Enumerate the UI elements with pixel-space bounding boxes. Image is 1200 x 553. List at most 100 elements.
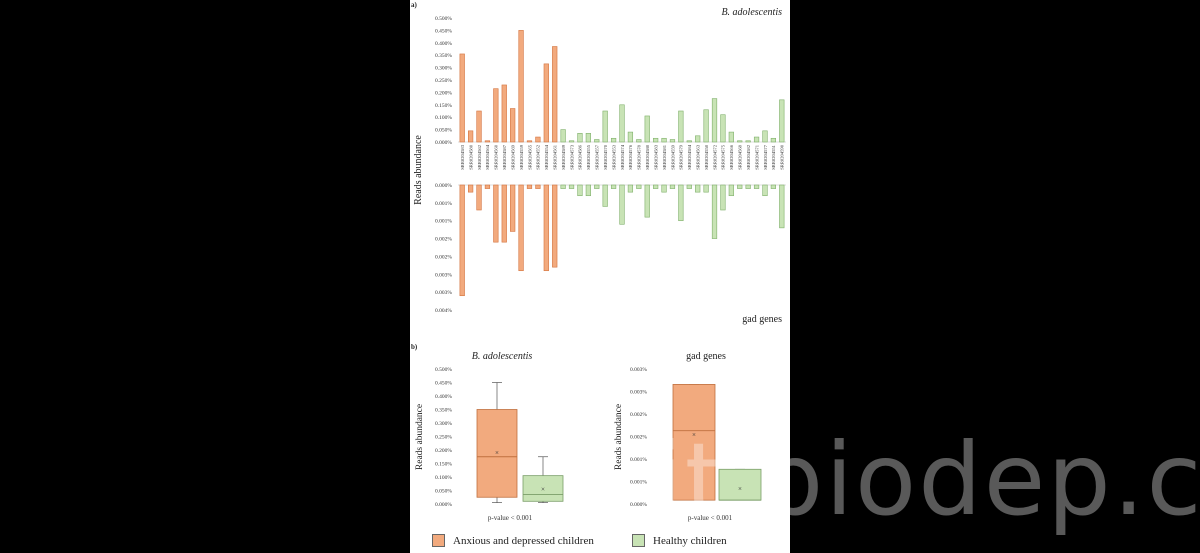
bar-a — [678, 110, 684, 143]
box-b-adolescentis-ytick: 0.400% — [435, 394, 452, 400]
category-label: SRR8204575 — [721, 144, 726, 169]
box-b-adolescentis-ytick: 0.000% — [435, 502, 452, 508]
box-gad-ytick: 0.001% — [630, 480, 647, 486]
category-label: SRR8204566 — [729, 144, 734, 169]
bar-gad — [535, 184, 541, 189]
bar-a — [753, 136, 760, 143]
bar-gad — [762, 184, 768, 197]
category-label: SRR8204552 — [536, 144, 541, 169]
box-gad-ylabel: Reads abundance — [614, 404, 624, 470]
box-b-adolescentis-ytick: 0.300% — [435, 421, 452, 427]
category-label: SRR8204587 — [502, 144, 507, 169]
bar-gad — [510, 184, 516, 232]
category-label: SRR8204579 — [679, 144, 684, 169]
bar-a — [644, 115, 650, 143]
chart-a-ylabel: Reads abundance — [413, 135, 424, 205]
bar-a — [476, 110, 482, 143]
box-b-adolescentis-ytick: 0.250% — [435, 435, 452, 441]
bar-gad — [468, 184, 474, 193]
bar-gad — [737, 184, 743, 189]
box-b-adolescentis-ytick: 0.350% — [435, 408, 452, 414]
bar-a — [695, 135, 701, 143]
category-label: SRR8204589 — [561, 144, 566, 169]
bar-a — [669, 139, 676, 143]
bar-gad — [459, 184, 465, 297]
bar-gad — [686, 184, 692, 189]
box-b-adolescentis-ylabel: Reads abundance — [415, 404, 425, 470]
chart-gad-ytick: 0.002% — [435, 254, 452, 260]
bar-a — [762, 130, 768, 143]
box-gad-ytick: 0.002% — [630, 435, 647, 441]
bar-gad — [577, 184, 583, 197]
category-label: SRR8204568 — [738, 144, 743, 169]
bar-gad — [627, 184, 634, 193]
chart-gad-ytick: 0.003% — [435, 272, 452, 278]
category-label: SRR8204564 — [485, 144, 490, 169]
category-label: SRR8204590 — [780, 144, 785, 169]
box-gad-ytick: 0.003% — [630, 367, 647, 373]
chart-a-ytick: 0.250% — [435, 78, 452, 84]
bar-gad — [745, 184, 751, 189]
chart-gad-title: gad genes — [742, 314, 782, 325]
panel-label-a: a) — [411, 1, 418, 9]
box-b-adolescentis-mean-marker: × — [541, 486, 545, 494]
category-label: SRR8204563 — [695, 144, 700, 169]
category-label: SRR8204573 — [569, 144, 574, 169]
box-b-adolescentis-title: B. adolescentis — [472, 351, 533, 362]
box-gad-title: gad genes — [686, 351, 726, 362]
bar-a — [703, 109, 709, 143]
box-gad-pvalue: p-value < 0.001 — [688, 514, 733, 522]
box-b-adolescentis-mean-marker: × — [495, 449, 499, 457]
bar-gad — [501, 184, 507, 243]
bar-a — [619, 104, 625, 143]
bar-a — [568, 140, 575, 143]
legend-swatch-anxious — [432, 534, 445, 547]
chart-a-ytick: 0.150% — [435, 103, 452, 109]
chart-a-ytick: 0.300% — [435, 66, 452, 72]
bar-gad — [594, 184, 600, 189]
bar-a — [627, 131, 634, 143]
bar-gad — [476, 184, 482, 211]
legend-label-anxious: Anxious and depressed children — [453, 534, 594, 547]
bar-a — [686, 140, 692, 143]
bar-a — [543, 63, 549, 143]
bar-a — [745, 140, 751, 143]
box-gad-box-healthy — [718, 468, 762, 501]
bar-gad — [753, 184, 760, 189]
bar-a — [610, 137, 617, 143]
box-b-adolescentis-ytick: 0.450% — [435, 381, 452, 387]
category-label: SRR8204551 — [771, 144, 776, 169]
bar-a — [501, 84, 507, 143]
legend-swatch-healthy — [632, 534, 645, 547]
bar-gad — [518, 184, 524, 272]
chart-a-ytick: 0.500% — [435, 16, 452, 22]
category-label: SRR8204555 — [586, 144, 591, 169]
bar-gad — [552, 184, 558, 268]
bar-gad — [703, 184, 709, 193]
box-gad-mean-marker: × — [692, 431, 696, 439]
chart-a-ytick: 0.350% — [435, 53, 452, 59]
category-label: SRR8204588 — [645, 144, 650, 169]
category-label: SRR8204583 — [460, 144, 465, 169]
category-label: SRR8204559 — [519, 144, 524, 169]
chart-gad-ytick: 0.004% — [435, 308, 452, 314]
chart-gad-ytick: 0.002% — [435, 237, 452, 243]
bar-gad — [619, 184, 625, 225]
category-label: SRR8204574 — [620, 144, 625, 169]
bar-a — [526, 140, 533, 143]
bar-a — [770, 137, 776, 143]
category-label: SRR8204571 — [754, 144, 759, 169]
bar-gad — [728, 184, 734, 197]
figure-panel: a) B. adolescentis Reads abundance 0.000% 0.… — [410, 0, 790, 553]
bar-a — [779, 99, 785, 143]
chart-a-ytick: 0.000% — [435, 140, 452, 146]
bar-a — [728, 131, 734, 143]
box-b-adolescentis-box-anxious — [476, 409, 518, 498]
chart-gad-ytick: 0.001% — [435, 219, 452, 225]
bar-gad — [526, 184, 533, 189]
bar-a — [518, 30, 524, 143]
panel-label-b: b) — [411, 343, 418, 351]
box-gad-ytick: 0.000% — [630, 502, 647, 508]
bar-a — [585, 133, 591, 143]
category-label: SRR8204584 — [687, 144, 692, 169]
